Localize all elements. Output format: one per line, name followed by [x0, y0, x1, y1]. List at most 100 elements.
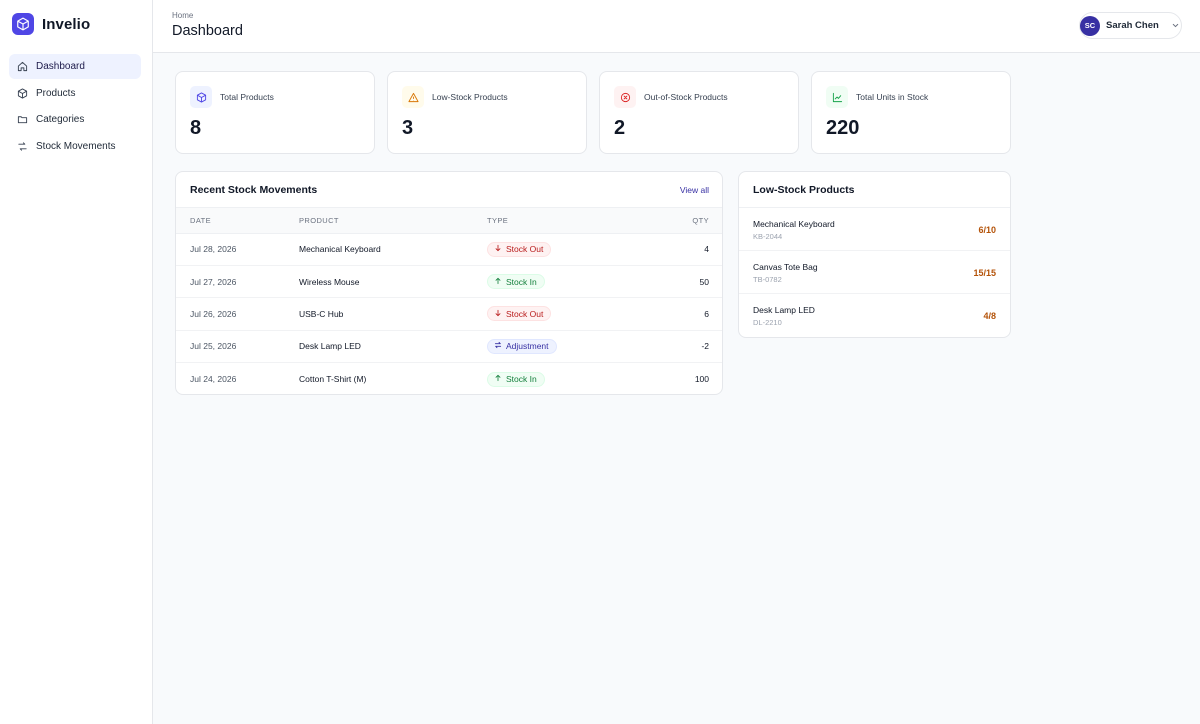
chart-line-icon — [826, 86, 848, 108]
badge-label: Stock In — [506, 374, 537, 384]
badge-label: Stock Out — [506, 308, 544, 319]
column-header-type[interactable]: TYPE — [487, 208, 652, 234]
sidebar-item-dashboard[interactable]: Dashboard — [9, 54, 141, 79]
avatar: SC — [1080, 15, 1100, 36]
cell-type: Stock Out — [487, 233, 652, 266]
cell-type: Stock Out — [487, 297, 652, 331]
recent-movements-panel: Recent Stock Movements View all DATE PRO… — [175, 171, 723, 395]
chevron-down-icon — [1171, 21, 1180, 30]
brand-name: Invelio — [42, 15, 91, 33]
cell-qty: -2 — [651, 330, 722, 364]
status-badge: Stock Out — [487, 306, 552, 322]
product-sku: KB-2044 — [753, 232, 783, 241]
cell-qty: 100 — [694, 374, 709, 384]
table-header-row: DATE PRODUCT TYPE QTY — [176, 208, 722, 234]
cell-date: Jul 28, 2026 — [176, 233, 299, 266]
cell-type: Stock In — [487, 265, 652, 299]
stat-value: 8 — [190, 117, 202, 139]
brand[interactable]: Invelio — [12, 13, 90, 35]
cell-product: Desk Lamp LED — [299, 330, 487, 364]
arrow-up-icon — [494, 374, 502, 384]
list-item[interactable]: Desk Lamp LED DL-2210 4/8 — [739, 294, 1010, 337]
cell-qty: 4 — [651, 233, 722, 266]
list-item[interactable]: Mechanical Keyboard KB-2044 6/10 — [739, 208, 1010, 251]
panel-header: Recent Stock Movements View all — [176, 172, 722, 208]
arrows-swap-icon — [17, 141, 28, 152]
stat-value: 3 — [402, 117, 414, 139]
stock-count: 6/10 — [978, 225, 996, 235]
cell-date: Jul 25, 2026 — [176, 330, 299, 364]
sidebar-item-stock-movements[interactable]: Stock Movements — [9, 134, 141, 159]
box-icon — [17, 88, 28, 99]
sidebar-item-categories[interactable]: Categories — [9, 107, 141, 132]
arrows-swap-icon — [494, 341, 502, 351]
x-circle-icon — [614, 86, 636, 108]
stat-label: Low-Stock Products — [432, 92, 508, 102]
arrow-up-icon — [494, 277, 502, 287]
cell-product: Wireless Mouse — [299, 265, 487, 299]
cell-type: Stock In — [487, 363, 652, 394]
table-row[interactable]: Jul 27, 2026 Wireless Mouse Stock In 50 — [176, 265, 722, 299]
badge-label: Stock Out — [506, 244, 544, 255]
status-badge: Adjustment — [487, 338, 557, 354]
arrow-down-icon — [494, 309, 502, 319]
folder-icon — [17, 114, 28, 125]
stat-card-total-units: Total Units in Stock 220 — [811, 71, 1011, 154]
sidebar-item-label: Stock Movements — [36, 141, 116, 153]
arrow-down-icon — [494, 244, 502, 254]
box-icon — [190, 86, 212, 108]
list-item[interactable]: Canvas Tote Bag TB-0782 15/15 — [739, 251, 1010, 294]
stat-card-low-stock: Low-Stock Products 3 — [387, 71, 587, 154]
user-menu-button[interactable]: SC Sarah Chen — [1079, 12, 1182, 39]
panel-title: Recent Stock Movements — [190, 184, 318, 196]
product-name: Canvas Tote Bag — [753, 262, 818, 272]
cell-type: Adjustment — [487, 330, 652, 364]
stat-card-total-products: Total Products 8 — [175, 71, 375, 154]
status-badge: Stock In — [487, 371, 545, 387]
cell-date: Jul 24, 2026 — [190, 374, 237, 384]
stat-label: Out-of-Stock Products — [644, 92, 728, 102]
product-sku: DL-2210 — [753, 318, 782, 327]
cell-product: USB-C Hub — [299, 297, 487, 331]
stock-count: 4/8 — [983, 311, 996, 321]
stat-value: 220 — [826, 117, 860, 139]
cell-qty: 50 — [651, 265, 722, 299]
stat-label: Total Units in Stock — [856, 92, 929, 102]
sidebar-item-label: Categories — [36, 114, 85, 126]
column-header-qty[interactable]: QTY — [651, 208, 722, 234]
user-name: Sarah Chen — [1106, 20, 1159, 31]
table-row[interactable]: Jul 28, 2026 Mechanical Keyboard Stock O… — [176, 233, 722, 266]
sidebar-nav: Dashboard Products Categories Stock Move… — [9, 54, 141, 161]
stock-count: 15/15 — [973, 268, 996, 278]
product-sku: TB-0782 — [753, 275, 782, 284]
cell-date: Jul 26, 2026 — [176, 297, 299, 331]
low-stock-panel: Low-Stock Products Mechanical Keyboard K… — [738, 171, 1011, 338]
sidebar-item-label: Dashboard — [36, 61, 85, 72]
product-name: Mechanical Keyboard — [753, 219, 835, 229]
stat-label: Total Products — [220, 92, 274, 102]
column-header-date[interactable]: DATE — [176, 208, 299, 234]
cube-logo-icon — [12, 13, 34, 35]
table-row[interactable]: Jul 25, 2026 Desk Lamp LED Adjustment -2 — [176, 330, 722, 364]
stat-card-out-of-stock: Out-of-Stock Products 2 — [599, 71, 799, 154]
cell-product: Cotton T-Shirt (M) — [299, 374, 367, 384]
warning-icon — [402, 86, 424, 108]
table-row[interactable]: Jul 26, 2026 USB-C Hub Stock Out 6 — [176, 297, 722, 331]
sidebar-item-label: Products — [36, 87, 76, 99]
status-badge: Stock Out — [487, 241, 552, 257]
home-icon — [17, 61, 28, 72]
sidebar-item-products[interactable]: Products — [9, 81, 141, 106]
badge-label: Stock In — [506, 276, 537, 287]
cell-date: Jul 27, 2026 — [176, 265, 299, 299]
top-header: Home Dashboard SC Sarah Chen — [153, 0, 1200, 53]
column-header-product[interactable]: PRODUCT — [299, 208, 487, 234]
page-title: Dashboard — [172, 23, 243, 39]
movements-table: DATE PRODUCT TYPE QTY Jul 28, 2026 Mecha… — [176, 208, 722, 394]
panel-header: Low-Stock Products — [739, 172, 1010, 208]
badge-label: Adjustment — [506, 341, 549, 352]
view-all-link[interactable]: View all — [679, 185, 709, 195]
status-badge: Stock In — [487, 274, 545, 290]
breadcrumb[interactable]: Home — [172, 11, 194, 20]
table-row[interactable]: Jul 24, 2026 Cotton T-Shirt (M) Stock In… — [176, 363, 722, 394]
cell-qty: 6 — [651, 297, 722, 331]
